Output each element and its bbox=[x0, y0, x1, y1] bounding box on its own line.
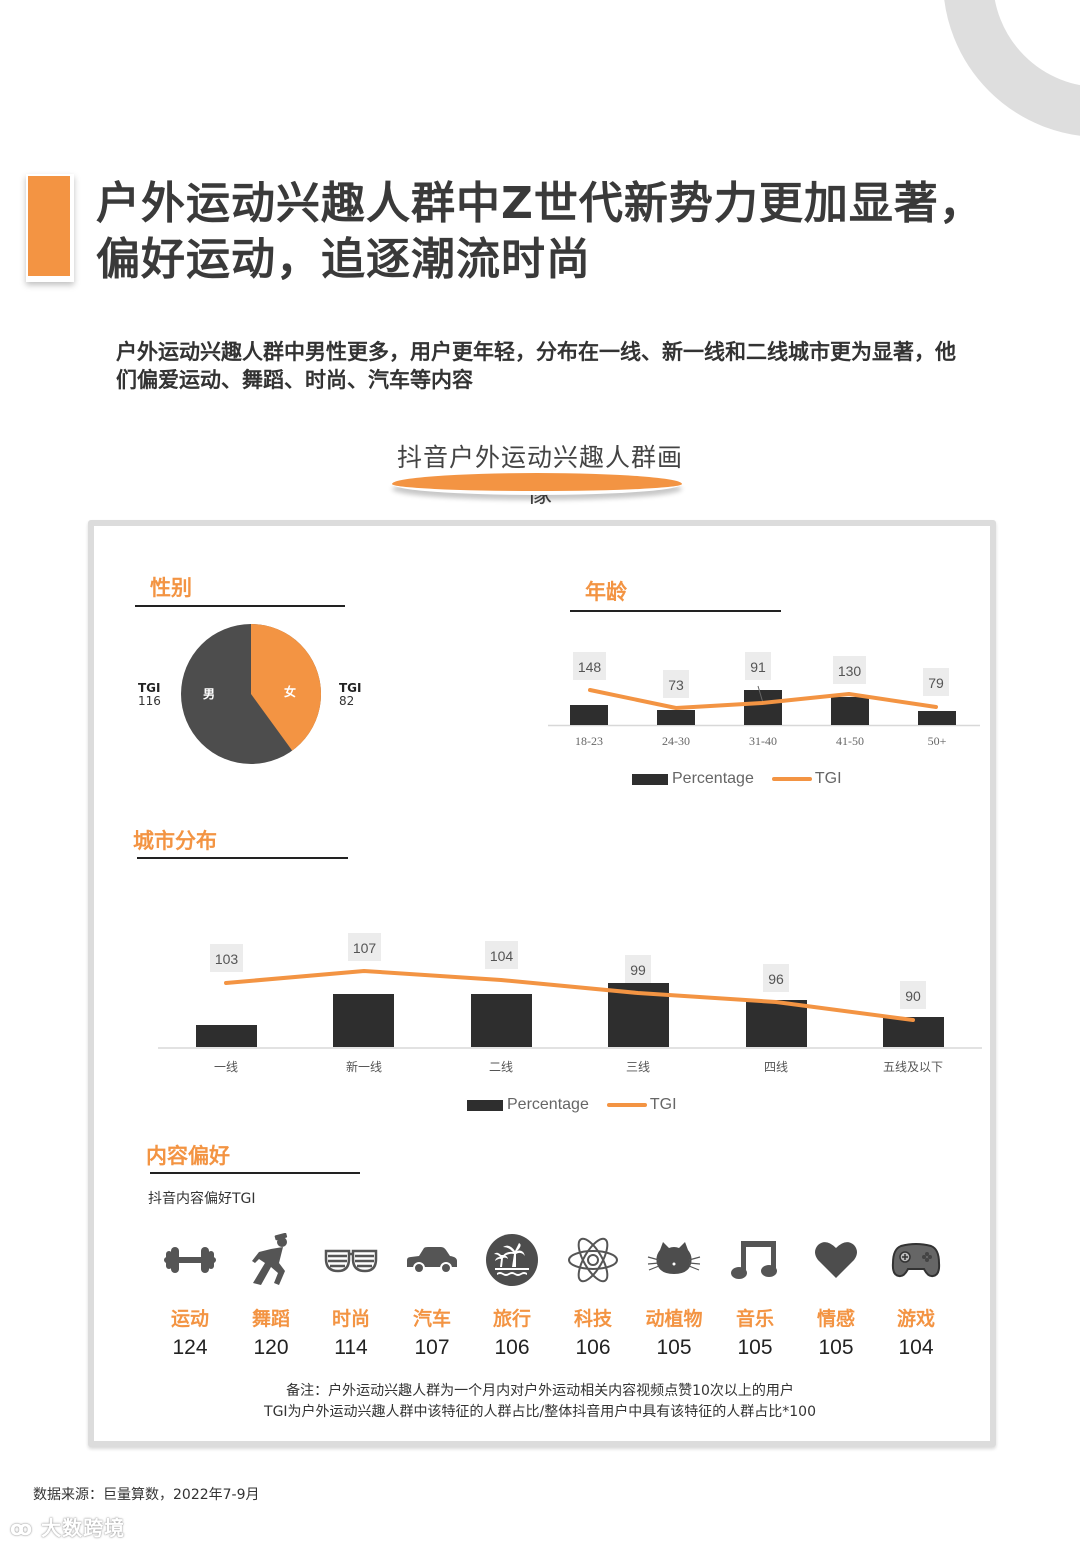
legend-bar-swatch bbox=[467, 1099, 503, 1111]
gamepad-icon bbox=[886, 1232, 946, 1288]
heart-icon bbox=[806, 1232, 866, 1288]
age-heading-rule bbox=[570, 610, 781, 612]
pie-label-male: 男 bbox=[203, 687, 216, 701]
dancer-icon bbox=[241, 1232, 301, 1288]
watermark-logo-icon: ꝏ bbox=[10, 1516, 42, 1540]
gender-heading: 性别 bbox=[150, 576, 192, 600]
car-icon bbox=[402, 1232, 462, 1288]
pref-item-music: 音乐 105 bbox=[715, 1232, 795, 1360]
palm-island-icon bbox=[482, 1232, 542, 1288]
pref-item-sports: 运动 124 bbox=[150, 1232, 230, 1360]
legend-bar-swatch bbox=[632, 773, 668, 785]
title-accent-bar bbox=[26, 174, 74, 282]
legend-line-swatch bbox=[771, 777, 812, 781]
pie-label-female: 女 bbox=[284, 685, 297, 699]
caption-underline-pill bbox=[392, 473, 682, 495]
pref-item-animals-plants: 动植物 105 bbox=[634, 1232, 714, 1360]
dumbbell-icon bbox=[160, 1232, 220, 1288]
pref-item-travel: 旅行 106 bbox=[472, 1232, 552, 1360]
pref-item-auto: 汽车 107 bbox=[392, 1232, 472, 1360]
preference-heading-rule bbox=[150, 1172, 360, 1174]
city-legend: Percentage TGI bbox=[467, 1096, 677, 1114]
age-legend: Percentage TGI bbox=[632, 770, 842, 788]
city-heading-rule bbox=[137, 857, 348, 859]
watermark: ꝏ 大数跨境 bbox=[10, 1516, 126, 1540]
shutter-shades-icon bbox=[321, 1232, 381, 1288]
data-source: 数据来源：巨量算数，2022年7-9月 bbox=[33, 1487, 260, 1503]
cat-icon bbox=[644, 1232, 704, 1288]
pref-item-dance: 舞蹈 120 bbox=[231, 1232, 311, 1360]
gender-heading-rule bbox=[135, 605, 345, 607]
pref-item-games: 游戏 104 bbox=[876, 1232, 956, 1360]
pref-item-emotion: 情感 105 bbox=[796, 1232, 876, 1360]
legend-line-swatch bbox=[606, 1103, 647, 1107]
title-line-2: 偏好运动，追逐潮流时尚 bbox=[96, 234, 591, 285]
page-title: 户外运动兴趣人群中Z世代新势力更加显著， 偏好运动，追逐潮流时尚 bbox=[96, 176, 1056, 288]
title-line-1: 户外运动兴趣人群中Z世代新势力更加显著， bbox=[96, 178, 984, 229]
decorative-ring bbox=[944, 0, 1080, 136]
atom-icon bbox=[563, 1232, 623, 1288]
male-tgi: TGI 116 bbox=[138, 681, 161, 708]
female-tgi: TGI 82 bbox=[339, 681, 362, 708]
pref-item-fashion: 时尚 114 bbox=[311, 1232, 391, 1360]
city-heading: 城市分布 bbox=[133, 829, 217, 853]
music-note-icon bbox=[725, 1232, 785, 1288]
preference-heading: 内容偏好 bbox=[146, 1144, 230, 1168]
age-heading: 年龄 bbox=[585, 580, 627, 604]
footnote: 备注：户外运动兴趣人群为一个月内对户外运动相关内容视频点赞10次以上的用户 TG… bbox=[264, 1383, 816, 1420]
preference-subheading: 抖音内容偏好TGI bbox=[148, 1191, 256, 1207]
page-subtitle: 户外运动兴趣人群中男性更多，用户更年轻，分布在一线、新一线和二线城市更为显著，他… bbox=[116, 340, 956, 392]
pref-item-tech: 科技 106 bbox=[553, 1232, 633, 1360]
